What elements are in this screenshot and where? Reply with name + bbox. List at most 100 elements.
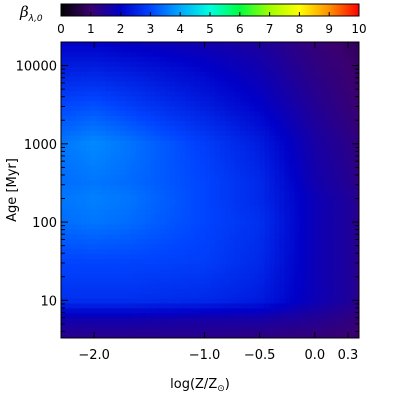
heatmap-cell (75, 61, 82, 68)
heatmap-cell (329, 160, 335, 166)
heatmap-cell (309, 61, 315, 68)
heatmap-cell (334, 185, 340, 191)
heatmap-cell (244, 268, 251, 275)
heatmap-cell (279, 170, 286, 176)
heatmap-cell (309, 264, 315, 270)
heatmap-cell (85, 333, 92, 338)
heatmap-cell (85, 160, 92, 166)
heatmap-cell (329, 298, 335, 305)
heatmap-cell (294, 273, 300, 280)
heatmap-cell (269, 71, 276, 78)
heatmap-cell (339, 56, 345, 63)
heatmap-cell (85, 204, 92, 211)
heatmap-cell (190, 244, 196, 250)
heatmap-cell (354, 46, 359, 53)
heatmap-cell (130, 61, 137, 68)
heatmap-cell (279, 185, 286, 191)
heatmap-cell (120, 145, 127, 152)
heatmap-cell (319, 313, 325, 319)
heatmap-cell (135, 120, 142, 127)
heatmap-cell (349, 214, 355, 221)
heatmap-cell (289, 140, 296, 147)
heatmap-cell (214, 313, 221, 319)
heatmap-cell (214, 229, 221, 235)
heatmap-cell (200, 106, 206, 112)
heatmap-cell (339, 46, 345, 53)
heatmap-cell (115, 308, 122, 314)
heatmap-cell (309, 91, 315, 97)
heatmap-cell (339, 194, 345, 201)
heatmap-cell (234, 194, 241, 201)
heatmap-cell (289, 288, 296, 295)
heatmap-cell (155, 328, 161, 334)
heatmap-cell (334, 66, 340, 73)
heatmap-cell (95, 120, 102, 127)
heatmap-cell (170, 333, 176, 338)
heatmap-cell (100, 268, 107, 275)
heatmap-cell (75, 120, 82, 127)
heatmap-cell (254, 116, 261, 122)
heatmap-cell (180, 333, 186, 338)
heatmap-cell (195, 313, 201, 319)
heatmap-cell (284, 91, 291, 97)
heatmap-cell (289, 273, 296, 280)
heatmap-cell (180, 170, 186, 176)
heatmap-cell (334, 150, 340, 157)
heatmap-cell (344, 323, 350, 329)
heatmap-cell (264, 268, 271, 275)
heatmap-cell (284, 303, 291, 309)
heatmap-cell (75, 135, 82, 142)
heatmap-cell (175, 111, 181, 117)
heatmap-cell (314, 71, 320, 78)
heatmap-cell (274, 303, 281, 309)
heatmap-cell (334, 170, 340, 176)
heatmap-cell (339, 66, 345, 73)
heatmap-cell (304, 308, 310, 314)
heatmap-cell (274, 283, 281, 290)
heatmap-cell (344, 333, 350, 338)
heatmap-cell (339, 264, 345, 270)
heatmap-cell (334, 101, 340, 107)
heatmap-cell (319, 86, 325, 92)
heatmap-cell (75, 190, 82, 196)
heatmap-cell (150, 254, 156, 260)
heatmap-cell (314, 229, 320, 235)
heatmap-cell (319, 101, 325, 107)
heatmap-cell (75, 288, 82, 295)
heatmap-cell (70, 283, 77, 290)
heatmap-cell (319, 116, 325, 122)
heatmap-cell (170, 150, 176, 157)
heatmap-cell (190, 190, 196, 196)
heatmap-cell (279, 116, 286, 122)
heatmap-cell (95, 224, 102, 231)
heatmap-cell (314, 249, 320, 255)
heatmap-cell (165, 125, 171, 132)
heatmap-cell (334, 219, 340, 226)
heatmap-cell (105, 86, 112, 92)
heatmap-cell (324, 42, 330, 48)
heatmap-cell (239, 273, 246, 280)
heatmap-cell (125, 61, 132, 68)
heatmap-cell (155, 209, 161, 216)
heatmap-cell (175, 288, 181, 295)
heatmap-cell (264, 56, 271, 63)
heatmap-cell (234, 313, 241, 319)
heatmap-cell (75, 91, 82, 97)
heatmap-cell (110, 313, 117, 319)
heatmap-cell (349, 219, 355, 226)
heatmap-cell (95, 185, 102, 191)
heatmap-cell (140, 150, 147, 157)
heatmap-cell (70, 298, 77, 305)
heatmap-cell (309, 155, 315, 161)
heatmap-cell (304, 165, 310, 171)
heatmap-cell (349, 111, 355, 117)
heatmap-cell (214, 160, 221, 166)
heatmap-cell (234, 273, 241, 280)
heatmap-cell (254, 273, 261, 280)
heatmap-cell (185, 199, 191, 206)
heatmap-cell (219, 91, 226, 97)
heatmap-cell (249, 135, 256, 142)
heatmap-cell (75, 323, 82, 329)
heatmap-cell (344, 86, 350, 92)
heatmap-cell (254, 264, 261, 270)
